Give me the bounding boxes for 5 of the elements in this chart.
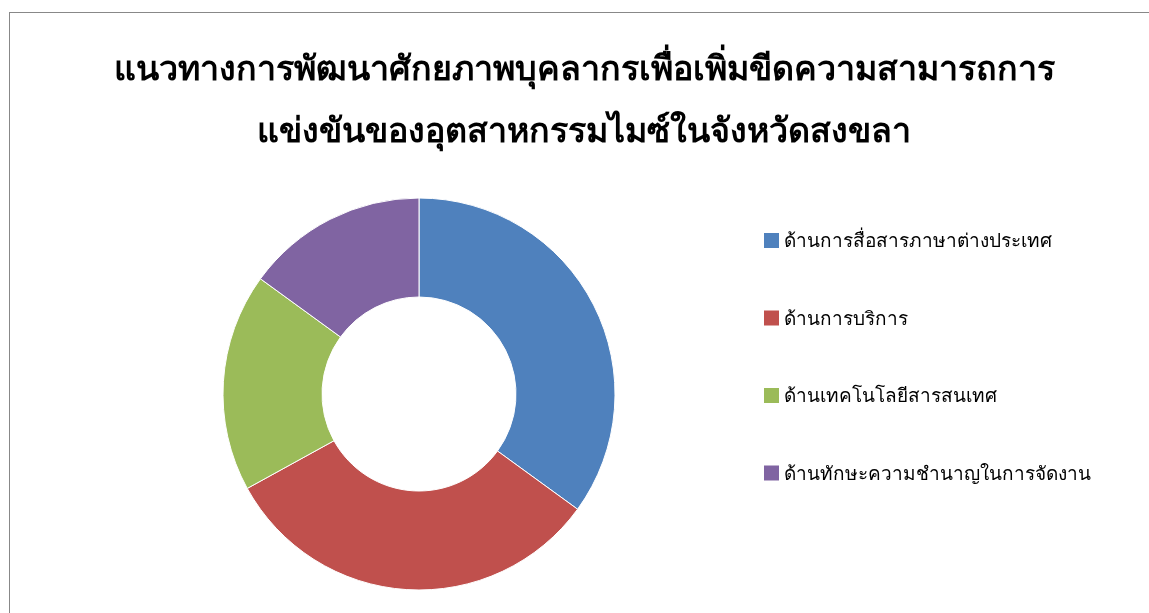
legend-label: ด้านการสื่อสารภาษาต่างประเทศ: [784, 227, 1052, 251]
legend-label: ด้านทักษะความชำนาญในการจัดงาน: [784, 462, 1091, 485]
legend-label: ด้านเทคโนโลยีสารสนเทศ: [784, 384, 997, 406]
legend-label: ด้านการบริการ: [784, 307, 908, 329]
chart-title: แนวทางการพัฒนาศักยภาพบุคลากรเพื่อเพิ่มขีดความสามารถการ แข่งขันของอุตสาหกรรมไมซ์ในจังหวัดสงขลา: [113, 44, 1056, 152]
